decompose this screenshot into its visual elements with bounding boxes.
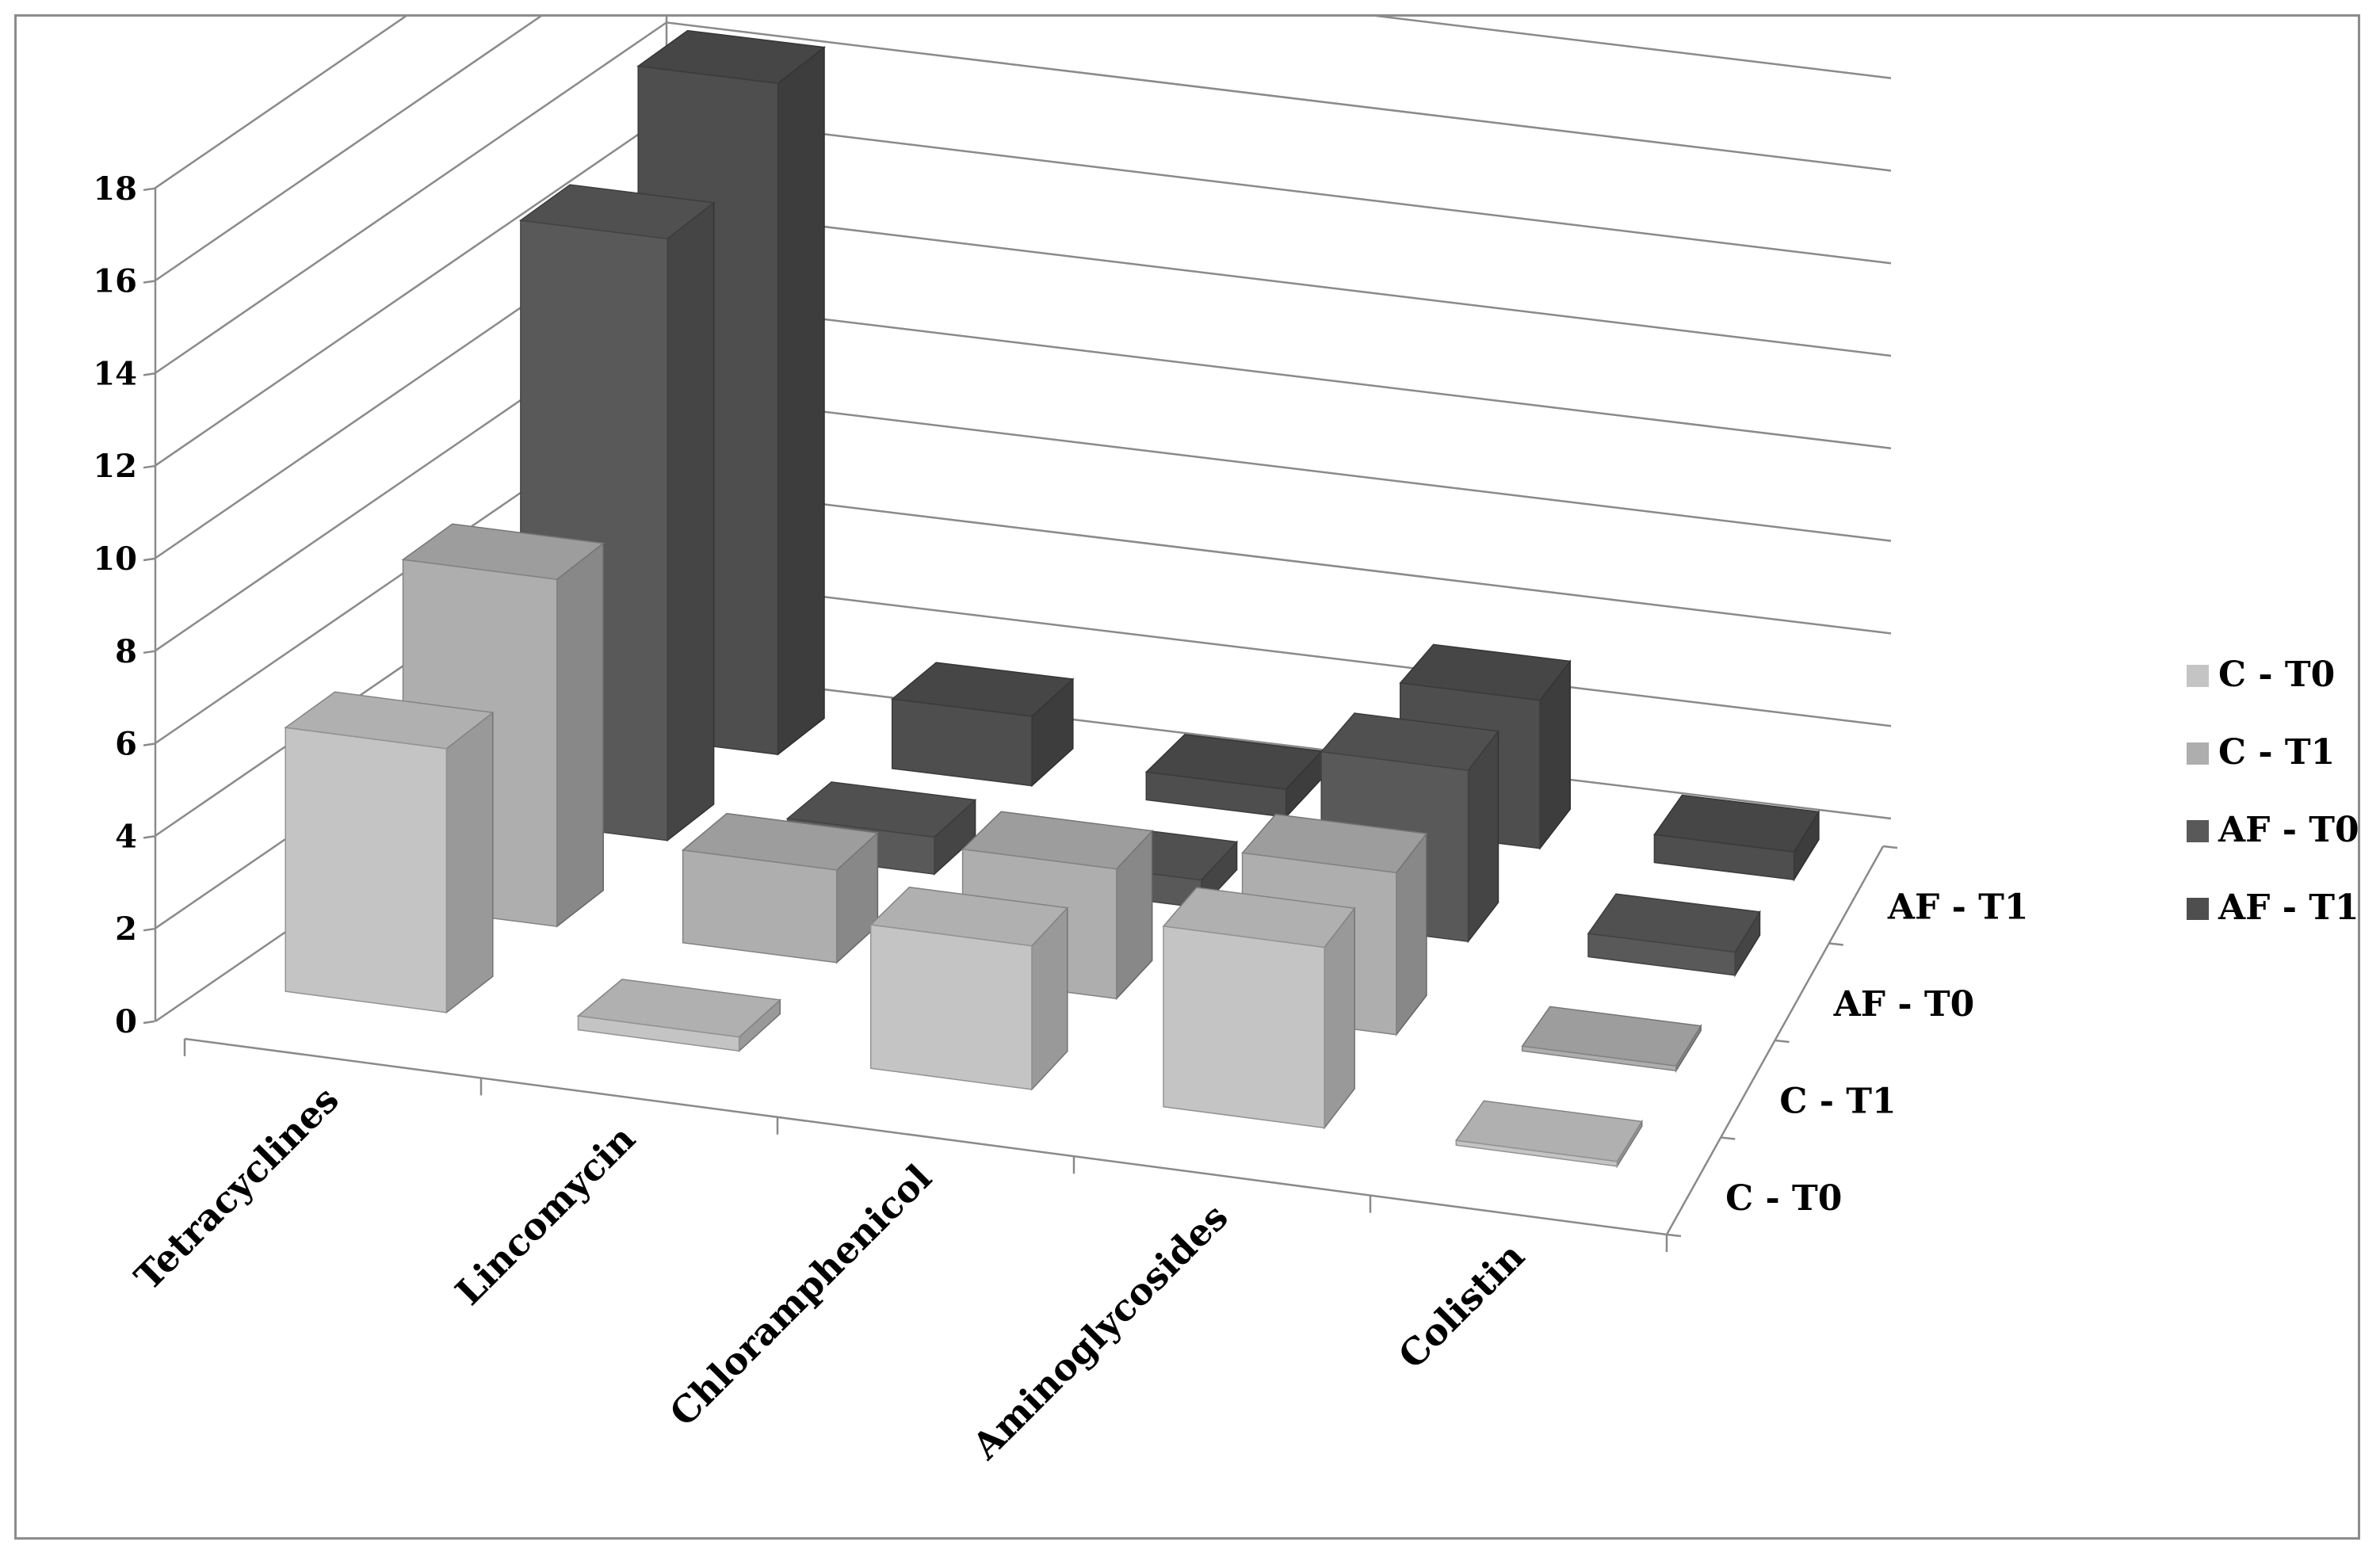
depth-label: C - T1 [1779,1081,1896,1121]
y-tick-mark [143,280,155,284]
depth-labels: C - T0 C - T1 AF - T0 AF - T1 [1725,887,2028,1219]
bar-face [445,711,494,1014]
z-tick-mark [1774,1039,1790,1044]
y-tick-label: 10 [93,540,137,578]
bar-c-t0-chloramphenicol [869,886,1069,1091]
bar-face [1587,933,1736,976]
bar-face [577,1015,740,1052]
category-label-colistin: Colistin [1390,1235,1533,1377]
category-label-aminoglycosides: Aminoglycosides [964,1195,1236,1467]
bar-face [1455,1139,1618,1167]
z-tick-mark [1666,1233,1682,1238]
legend-item: C - T0 [2187,655,2335,695]
chart-frame: 0 2 4 6 8 10 12 14 16 18 Tetracyclines Lincomycin C… [14,14,2360,1540]
bar-af-t0-colistin [1587,893,1761,978]
legend-swatch [2187,665,2209,687]
bar-af-t1-colistin [1653,794,1820,882]
y-tick-label: 14 [93,355,137,392]
y-tick-label: 12 [93,448,137,485]
y-tick-label: 6 [115,726,137,763]
bar-c-t0-colistin [1454,1100,1643,1169]
y-tick-mark [143,650,155,655]
depth-label: AF - T0 [1833,984,1975,1025]
legend-label: C - T0 [2218,655,2335,695]
category-label-chloramphenicol: Chloramphenicol [661,1156,939,1434]
legend-item: AF - T0 [2187,810,2359,850]
y-tick-label: 0 [115,1003,137,1040]
y-tick-labels: 0 2 4 6 8 10 12 14 16 18 [93,170,137,1040]
y-tick-label: 16 [93,263,137,300]
bar-face [1521,1045,1677,1072]
y-tick-label: 18 [93,170,137,208]
depth-label: C - T0 [1725,1178,1842,1219]
y-tick-label: 8 [115,633,137,670]
gridline-16 [154,17,1892,282]
legend-swatch [2187,820,2209,842]
y-tick-label: 4 [115,818,137,855]
bar-face [869,924,1033,1090]
bar-c-t0-aminoglycosides [1162,887,1356,1130]
y-tick-mark [143,1020,155,1025]
gridline-18 [154,17,407,189]
bar-c-t0-tetracyclines [284,691,495,1014]
legend-label: C - T1 [2218,732,2335,773]
y-tick-label: 2 [115,910,137,948]
x-axis-line [184,1037,1668,1236]
legend-item: C - T1 [2187,732,2335,773]
bar-af-t1-lincomycin [890,662,1075,788]
bar-c-t1-colistin [1521,1006,1702,1073]
category-label-lincomycin: Lincomycin [447,1117,644,1314]
legend: C - T0 C - T1 AF - T0 AF - T1 [2187,655,2359,928]
bar-c-t0-lincomycin [576,979,782,1052]
bar-af-t1-chloramphenicol [1144,734,1324,819]
gridline-14 [154,21,1892,375]
y-tick-mark [143,557,155,562]
bar-face [1145,771,1287,818]
bar-face [285,727,448,1013]
legend-label: AF - T1 [2218,887,2359,928]
category-labels: Tetracyclines Lincomycin Chloramphenicol Am… [126,1078,1532,1467]
bar-face [1653,834,1795,881]
y-tick-mark [143,835,155,839]
z-tick-mark [1882,845,1898,849]
bar-c-t1-lincomycin [681,812,880,964]
y-tick-mark [143,372,155,376]
y-tick-mark [143,187,155,192]
legend-label: AF - T0 [2218,810,2359,850]
y-tick-mark [143,742,155,746]
y-tick-mark [143,927,155,932]
z-tick-mark [1828,942,1843,946]
y-tick-mark [143,464,155,469]
category-label-tetracyclines: Tetracyclines [126,1078,346,1298]
bar-face [891,698,1033,787]
bar-face [682,849,838,964]
gridline-10 [154,206,1892,560]
z-tick-mark [1721,1136,1736,1140]
bars [284,29,1820,1169]
legend-item: AF - T1 [2187,887,2359,928]
depth-label: AF - T1 [1887,887,2029,927]
legend-swatch [2187,898,2209,920]
bar-face [777,46,825,756]
bar-face [1163,926,1325,1129]
bar-face [667,201,715,842]
bar-face [556,542,604,928]
legend-swatch [2187,742,2209,765]
gridline-12 [154,113,1892,468]
